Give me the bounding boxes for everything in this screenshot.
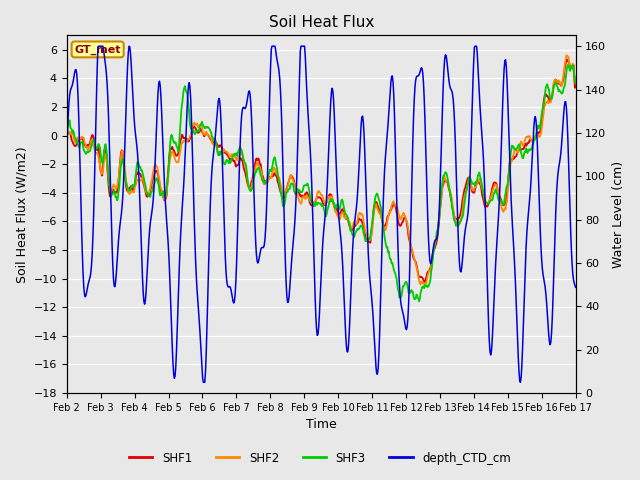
depth_CTD_cm [204,272,212,278]
SHF3 [572,81,579,86]
SHF1 [203,131,211,136]
SHF3 [203,125,211,131]
SHF3 [383,245,390,251]
Text: GT_met: GT_met [74,44,121,55]
SHF3 [63,127,70,132]
SHF3 [125,187,132,192]
SHF1 [421,279,429,285]
SHF1 [383,219,390,225]
depth_CTD_cm [125,43,133,49]
SHF2 [63,132,70,138]
SHF3 [415,299,423,304]
SHF1 [125,187,132,193]
SHF1 [72,143,80,148]
Title: Soil Heat Flux: Soil Heat Flux [269,15,374,30]
Line: SHF2: SHF2 [67,55,575,285]
depth_CTD_cm [572,284,579,290]
SHF1 [572,82,579,88]
depth_CTD_cm [95,43,102,49]
SHF3 [72,136,80,142]
X-axis label: Time: Time [306,419,337,432]
Line: depth_CTD_cm: depth_CTD_cm [67,46,575,382]
SHF3 [176,128,184,133]
SHF2 [572,80,579,86]
Y-axis label: Water Level (cm): Water Level (cm) [612,161,625,268]
SHF1 [563,57,571,62]
Line: SHF1: SHF1 [67,60,575,282]
SHF2 [203,130,211,136]
SHF1 [63,133,70,139]
SHF2 [383,223,390,228]
depth_CTD_cm [72,67,80,72]
SHF2 [563,52,570,58]
depth_CTD_cm [399,310,407,315]
SHF2 [397,214,405,220]
SHF1 [397,221,405,227]
SHF2 [72,137,80,143]
Line: SHF3: SHF3 [67,65,575,301]
SHF3 [564,62,572,68]
SHF3 [397,293,405,299]
SHF1 [176,141,184,146]
depth_CTD_cm [63,153,70,159]
SHF2 [420,282,428,288]
SHF2 [125,190,132,196]
depth_CTD_cm [177,230,184,236]
SHF2 [176,150,184,156]
depth_CTD_cm [200,379,207,385]
depth_CTD_cm [384,121,392,127]
Y-axis label: Soil Heat Flux (W/m2): Soil Heat Flux (W/m2) [15,146,28,283]
Legend: SHF1, SHF2, SHF3, depth_CTD_cm: SHF1, SHF2, SHF3, depth_CTD_cm [124,447,516,469]
